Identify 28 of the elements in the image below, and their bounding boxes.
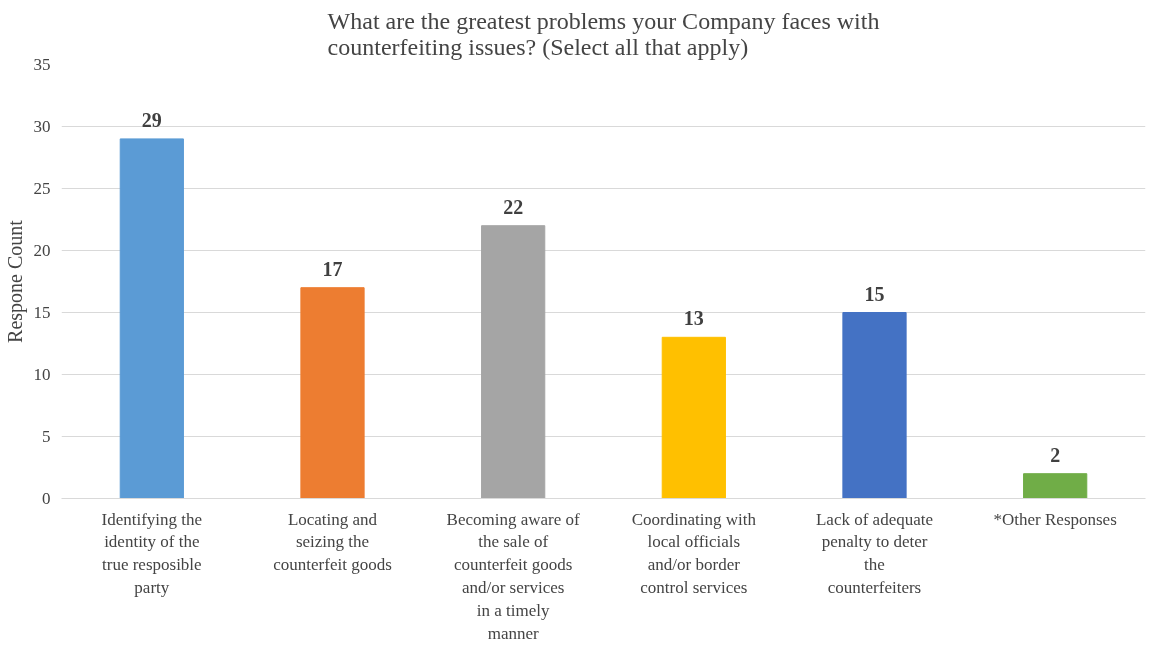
x-tick-label: Lack of adequate penalty to deter the counterfeiters: [815, 509, 934, 597]
x-tick-label: Becoming aware of the sale of counterfeit goods and/or services in a timely manner: [446, 509, 581, 643]
data-label: 2: [1050, 443, 1061, 466]
bar: [119, 138, 184, 499]
y-axis-title: Respone Count: [3, 219, 27, 343]
y-tick-label: 5: [42, 427, 51, 446]
y-tick-label: 20: [33, 241, 51, 260]
y-tick-label: 15: [33, 303, 51, 322]
bar: [661, 336, 726, 499]
x-tick-label: Coordinating with local officials and/or border control services: [631, 509, 757, 597]
bar: [842, 312, 907, 499]
data-label: 22: [503, 195, 524, 218]
x-tick-label: Identifying the identity of the true resposible party: [101, 509, 203, 597]
y-tick-label: 30: [33, 117, 51, 136]
bar: [481, 225, 546, 499]
chart-title: What are the greatest problems your Company faces with counterfeiting issues? (Select all that apply): [327, 7, 880, 60]
y-tick-label: 25: [33, 179, 51, 198]
x-tick-label: Locating and seizing the counterfeit goods: [273, 509, 392, 575]
bar: [1023, 473, 1088, 499]
y-tick-label: 35: [33, 55, 51, 74]
x-tick-label: *Other Responses: [993, 509, 1117, 529]
data-label: 29: [141, 108, 162, 131]
bar: [300, 287, 365, 499]
data-label: 13: [683, 307, 704, 330]
data-label: 17: [322, 257, 343, 280]
y-tick-label: 0: [42, 489, 51, 508]
y-tick-label: 10: [33, 365, 51, 384]
data-label: 15: [864, 282, 885, 305]
